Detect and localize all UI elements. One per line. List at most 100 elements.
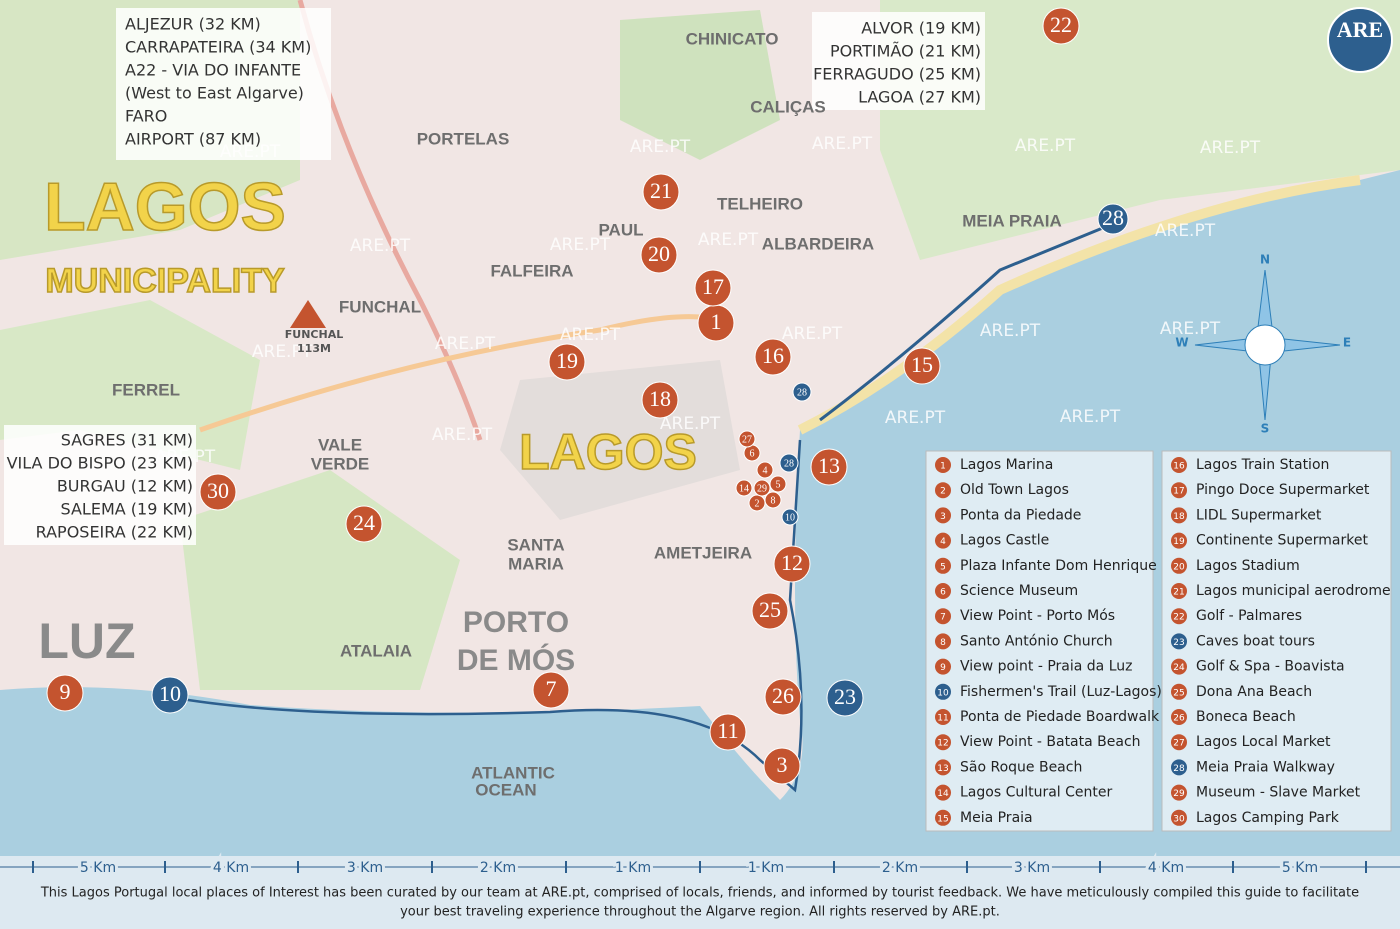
map-marker: 16 [754, 338, 792, 376]
marker-circle [46, 674, 84, 712]
beach [797, 175, 1361, 435]
direction: AIRPORT (87 KM) [125, 130, 261, 149]
marker-circle [753, 479, 771, 497]
legend-number: 1 [940, 462, 946, 472]
peak-icon [290, 300, 326, 328]
peak-label: 113M [297, 342, 331, 355]
legend-label: View point - Praia da Luz [960, 659, 1132, 675]
legend-number: 21 [1173, 588, 1184, 598]
place-label: AMETJEIRA [654, 543, 752, 562]
legend-number: 6 [940, 588, 946, 598]
title: PORTO [463, 606, 569, 639]
marker-number: 28 [1102, 205, 1124, 230]
watermark: ARE.PT [560, 325, 621, 345]
title: DE MÓS [457, 643, 575, 677]
place-label: ALBARDEIRA [762, 234, 874, 253]
marker-circle [642, 173, 680, 211]
watermark: ARE.PT [1155, 221, 1216, 241]
watermark: ARE.PT [630, 137, 691, 157]
legend-number: 10 [937, 688, 949, 698]
map-marker: 12 [773, 545, 811, 583]
direction: ALVOR (19 KM) [861, 19, 981, 38]
legend-marker [935, 557, 951, 574]
marker-circle [1042, 7, 1080, 45]
marker-number: 21 [650, 178, 672, 203]
legend-marker [935, 759, 951, 776]
legend-marker [1171, 658, 1187, 675]
marker-number: 18 [649, 386, 671, 411]
legend-label: Lagos Train Station [1196, 457, 1329, 473]
place-label: OCEAN [475, 780, 536, 799]
legend-label: LIDL Supermarket [1196, 507, 1322, 523]
legend-marker [1171, 809, 1187, 826]
legend-number: 25 [1173, 688, 1184, 698]
map-marker: 17 [694, 269, 732, 307]
marker-number: 13 [818, 453, 840, 478]
green-area [620, 10, 780, 160]
direction: SAGRES (31 KM) [61, 431, 193, 450]
legend-label: Lagos Camping Park [1196, 810, 1340, 826]
direction: SALEMA (19 KM) [61, 500, 193, 519]
legend-marker [935, 683, 951, 700]
scale-label: 2 Km [882, 860, 918, 876]
marker-circle [903, 347, 941, 385]
legend-marker [1171, 709, 1187, 725]
marker-circle [1097, 203, 1129, 235]
legend-label: Lagos Cultural Center [960, 785, 1113, 801]
walkway [819, 223, 1111, 422]
map-marker: 14 [735, 479, 753, 497]
place-label: FUNCHAL [339, 297, 421, 316]
watermark: ARE.PT [155, 447, 216, 467]
map-marker: 28 [779, 453, 799, 473]
direction: BURGAU (12 KM) [57, 477, 193, 496]
scale-label: 1 Km [615, 860, 651, 876]
compass [1194, 269, 1341, 421]
direction: CARRAPATEIRA (34 KM) [125, 38, 311, 57]
watermark: ARE.PT [885, 408, 946, 428]
legend-number: 11 [937, 714, 948, 724]
marker-circle [694, 269, 732, 307]
legend-label: Fishermen's Trail (Luz-Lagos) [960, 684, 1162, 700]
legend-number: 12 [937, 739, 948, 749]
map-marker: 28 [792, 382, 812, 402]
legend-marker [1171, 683, 1187, 700]
legend-marker [1171, 532, 1187, 549]
marker-circle [345, 505, 383, 543]
marker-circle [754, 338, 792, 376]
marker-number: 14 [739, 483, 749, 494]
legend-number: 4 [940, 537, 946, 547]
legend-label: São Roque Beach [960, 759, 1082, 775]
legend-label: Lagos municipal aerodrome [1196, 583, 1391, 599]
compass-letter: N [1260, 253, 1270, 267]
place-label: CALIÇAS [750, 97, 826, 116]
legend-marker [935, 633, 951, 650]
place-label: SANTA [507, 535, 564, 554]
marker-number: 7 [546, 676, 557, 701]
marker-number: 26 [772, 683, 794, 708]
legend-number: 2 [940, 487, 946, 497]
marker-circle [810, 448, 848, 486]
map-marker: 25 [751, 592, 789, 630]
marker-circle [748, 494, 766, 512]
legend-number: 23 [1173, 638, 1184, 648]
legend-number: 27 [1173, 739, 1184, 749]
direction: LAGOA (27 KM) [858, 88, 981, 107]
marker-circle [709, 713, 747, 751]
marker-number: 24 [353, 510, 375, 535]
map-marker: 11 [709, 713, 747, 751]
marker-number: 20 [648, 241, 670, 266]
legend-number: 17 [1173, 487, 1184, 497]
legend-number: 13 [937, 764, 948, 774]
map-marker: 1 [697, 304, 735, 342]
watermark: ARE.PT [252, 342, 313, 362]
legend-number: 3 [940, 512, 946, 522]
map-marker: 2 [748, 494, 766, 512]
logo: ARE [1337, 17, 1383, 42]
scale-label: 4 Km [213, 860, 249, 876]
marker-circle [781, 508, 799, 526]
marker-circle [751, 592, 789, 630]
marker-number: 4 [763, 465, 768, 476]
legend-number: 22 [1173, 613, 1184, 623]
compass-letter: E [1343, 336, 1351, 350]
marker-circle [641, 381, 679, 419]
